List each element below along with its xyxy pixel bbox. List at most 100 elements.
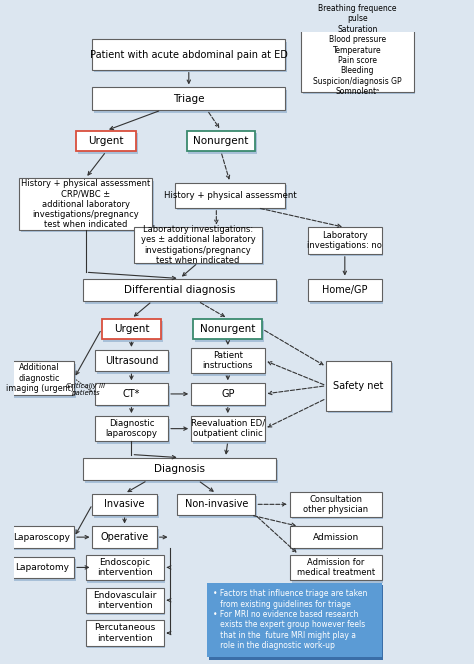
FancyBboxPatch shape <box>97 386 170 407</box>
FancyBboxPatch shape <box>94 529 158 550</box>
FancyBboxPatch shape <box>87 557 165 582</box>
FancyBboxPatch shape <box>19 178 152 230</box>
Text: Triage: Triage <box>173 94 205 104</box>
Text: Diagnostic
laparoscopy: Diagnostic laparoscopy <box>105 419 157 438</box>
FancyBboxPatch shape <box>193 418 266 444</box>
FancyBboxPatch shape <box>85 588 164 613</box>
Text: Non-invasive: Non-invasive <box>185 499 248 509</box>
Text: Laboratory investigations:
yes ± additional laboratory
investigations/pregnancy
: Laboratory investigations: yes ± additio… <box>141 225 255 265</box>
FancyBboxPatch shape <box>193 319 262 339</box>
FancyBboxPatch shape <box>5 361 74 395</box>
FancyBboxPatch shape <box>136 230 264 265</box>
FancyBboxPatch shape <box>87 590 165 616</box>
FancyBboxPatch shape <box>7 364 76 398</box>
Text: History + physical assessment
CRP/WBC ±
additional laboratory
investigations/pre: History + physical assessment CRP/WBC ± … <box>21 179 150 229</box>
FancyBboxPatch shape <box>290 555 382 580</box>
FancyBboxPatch shape <box>191 383 264 404</box>
Text: Urgent: Urgent <box>114 324 149 334</box>
FancyBboxPatch shape <box>10 556 74 578</box>
Text: Breathing frequence
pulse
Saturation
Blood pressure
Temperature
Pain score
Bleed: Breathing frequence pulse Saturation Blo… <box>313 4 402 96</box>
FancyBboxPatch shape <box>188 133 257 154</box>
Text: Nonurgent: Nonurgent <box>200 324 255 334</box>
FancyBboxPatch shape <box>328 363 392 414</box>
Text: Admission: Admission <box>312 533 359 542</box>
FancyBboxPatch shape <box>292 557 383 582</box>
FancyBboxPatch shape <box>310 281 383 303</box>
Text: CT*: CT* <box>123 389 140 399</box>
FancyBboxPatch shape <box>92 493 157 515</box>
FancyBboxPatch shape <box>85 460 278 483</box>
FancyBboxPatch shape <box>97 418 170 444</box>
FancyBboxPatch shape <box>92 88 285 110</box>
FancyBboxPatch shape <box>191 348 264 373</box>
FancyBboxPatch shape <box>12 529 76 550</box>
FancyBboxPatch shape <box>207 582 382 657</box>
Text: Patient with acute abdominal pain at ED: Patient with acute abdominal pain at ED <box>90 50 288 60</box>
Text: Critically ill
patients: Critically ill patients <box>66 382 105 396</box>
FancyBboxPatch shape <box>134 227 262 263</box>
Text: Endovasculair
intervention: Endovasculair intervention <box>93 590 156 610</box>
FancyBboxPatch shape <box>209 585 383 659</box>
FancyBboxPatch shape <box>92 39 285 70</box>
FancyBboxPatch shape <box>94 42 287 72</box>
FancyBboxPatch shape <box>94 90 287 113</box>
FancyBboxPatch shape <box>21 181 154 232</box>
FancyBboxPatch shape <box>95 350 168 371</box>
FancyBboxPatch shape <box>303 11 416 94</box>
Text: Differential diagnosis: Differential diagnosis <box>124 285 235 295</box>
FancyBboxPatch shape <box>290 527 382 548</box>
FancyBboxPatch shape <box>186 131 255 151</box>
FancyBboxPatch shape <box>308 227 382 254</box>
Text: Operative: Operative <box>100 532 149 542</box>
Text: Laparoscopy: Laparoscopy <box>13 533 71 542</box>
FancyBboxPatch shape <box>292 529 383 550</box>
FancyBboxPatch shape <box>301 9 414 92</box>
FancyBboxPatch shape <box>85 281 278 303</box>
Text: • Factors that influence triage are taken
   from existing guidelines for triage: • Factors that influence triage are take… <box>213 589 367 650</box>
FancyBboxPatch shape <box>87 623 165 648</box>
FancyBboxPatch shape <box>308 278 382 301</box>
Text: Patient
instructions: Patient instructions <box>202 351 253 371</box>
Text: Urgent: Urgent <box>89 136 124 146</box>
FancyBboxPatch shape <box>78 133 138 154</box>
Text: Diagnosis: Diagnosis <box>154 464 205 474</box>
FancyBboxPatch shape <box>85 620 164 645</box>
FancyBboxPatch shape <box>179 496 257 517</box>
Text: Laparotomy: Laparotomy <box>15 563 69 572</box>
FancyBboxPatch shape <box>191 416 264 442</box>
Text: Laboratory
investigations: no: Laboratory investigations: no <box>307 231 382 250</box>
FancyBboxPatch shape <box>95 416 168 442</box>
FancyBboxPatch shape <box>175 183 285 208</box>
Text: Safety net: Safety net <box>333 380 384 390</box>
FancyBboxPatch shape <box>83 457 276 480</box>
Text: History + physical assessment: History + physical assessment <box>164 191 296 200</box>
Text: GP: GP <box>221 389 235 399</box>
FancyBboxPatch shape <box>101 319 161 339</box>
FancyBboxPatch shape <box>95 383 168 404</box>
Text: Ultrasound: Ultrasound <box>105 355 158 365</box>
FancyBboxPatch shape <box>103 321 163 342</box>
FancyBboxPatch shape <box>193 386 266 407</box>
Text: Additional
diagnostic
imaging (urgent): Additional diagnostic imaging (urgent) <box>6 363 73 393</box>
Text: Endoscopic
intervention: Endoscopic intervention <box>97 558 152 577</box>
FancyBboxPatch shape <box>83 278 276 301</box>
FancyBboxPatch shape <box>76 131 136 151</box>
FancyBboxPatch shape <box>195 321 264 342</box>
FancyBboxPatch shape <box>193 351 266 376</box>
Text: Admission for
medical treatment: Admission for medical treatment <box>297 558 375 577</box>
FancyBboxPatch shape <box>92 527 157 548</box>
Text: Nonurgent: Nonurgent <box>193 136 248 146</box>
FancyBboxPatch shape <box>12 559 76 580</box>
FancyBboxPatch shape <box>177 493 255 515</box>
FancyBboxPatch shape <box>310 230 383 256</box>
FancyBboxPatch shape <box>177 185 287 210</box>
Text: Consultation
other physician: Consultation other physician <box>303 495 368 514</box>
FancyBboxPatch shape <box>97 353 170 374</box>
Text: Reevaluation ED/
outpatient clinic: Reevaluation ED/ outpatient clinic <box>191 419 265 438</box>
Text: Invasive: Invasive <box>104 499 145 509</box>
FancyBboxPatch shape <box>290 492 382 517</box>
FancyBboxPatch shape <box>327 361 391 411</box>
FancyBboxPatch shape <box>10 527 74 548</box>
FancyBboxPatch shape <box>85 555 164 580</box>
Text: Home/GP: Home/GP <box>322 285 367 295</box>
